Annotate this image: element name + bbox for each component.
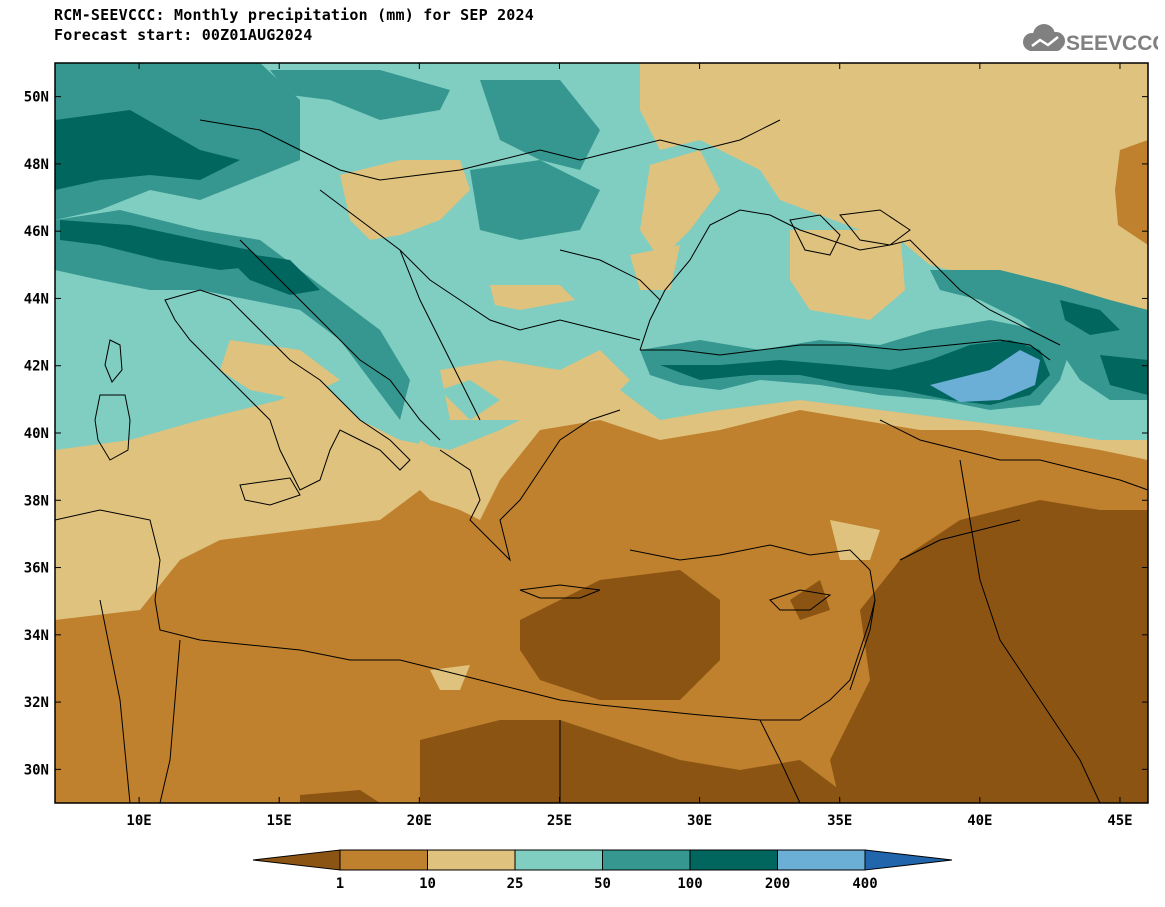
- colorbar-segment: [339, 849, 428, 871]
- lon-tick-label: 15E: [267, 813, 292, 829]
- colorbar-label: 1: [336, 876, 344, 892]
- colorbar-low-triangle: [252, 849, 341, 871]
- axis-ticks: 50N 48N 46N 44N 42N 40N 38N 36N 34N 32N 30N 10E 15E 2…: [24, 63, 1148, 829]
- lon-tick-label: 10E: [126, 813, 151, 829]
- lat-tick-label: 40N: [24, 426, 49, 442]
- colorbar-label: 400: [852, 876, 877, 892]
- lat-tick-label: 34N: [24, 628, 49, 644]
- colorbar-segment: [777, 849, 866, 871]
- precipitation-field: [55, 63, 1148, 803]
- lat-tick-label: 46N: [24, 224, 49, 240]
- colorbar-segment: [514, 849, 603, 871]
- lat-tick-label: 30N: [24, 762, 49, 778]
- lon-tick-label: 20E: [407, 813, 432, 829]
- colorbar: 1 10 25 50 100 200 400: [252, 849, 953, 892]
- lat-tick-label: 50N: [24, 90, 49, 106]
- lat-tick-label: 44N: [24, 291, 49, 307]
- colorbar-segment: [689, 849, 778, 871]
- forecast-start-label: Forecast start: 00Z01AUG2024: [54, 26, 313, 44]
- lat-tick-label: 36N: [24, 561, 49, 577]
- colorbar-label: 10: [419, 876, 436, 892]
- lon-tick-label: 45E: [1107, 813, 1132, 829]
- colorbar-label: 25: [507, 876, 524, 892]
- lon-tick-label: 30E: [687, 813, 712, 829]
- colorbar-label: 200: [765, 876, 790, 892]
- colorbar-high-triangle: [864, 849, 953, 871]
- lat-tick-label: 32N: [24, 695, 49, 711]
- lat-tick-label: 42N: [24, 359, 49, 375]
- lon-tick-label: 25E: [547, 813, 572, 829]
- lat-tick-label: 48N: [24, 157, 49, 173]
- logo-text: SEEVCCC: [1066, 32, 1158, 55]
- lon-tick-label: 40E: [967, 813, 992, 829]
- colorbar-label: 100: [677, 876, 702, 892]
- coastlines: [55, 119, 1148, 803]
- colorbar-segment: [427, 849, 516, 871]
- lon-tick-label: 35E: [827, 813, 852, 829]
- lat-tick-label: 38N: [24, 493, 49, 509]
- map-title: RCM-SEEVCCC: Monthly precipitation (mm) …: [54, 6, 534, 24]
- colorbar-label: 50: [594, 876, 611, 892]
- colorbar-segment: [602, 849, 691, 871]
- seevccc-logo: SEEVCCC: [1023, 24, 1158, 55]
